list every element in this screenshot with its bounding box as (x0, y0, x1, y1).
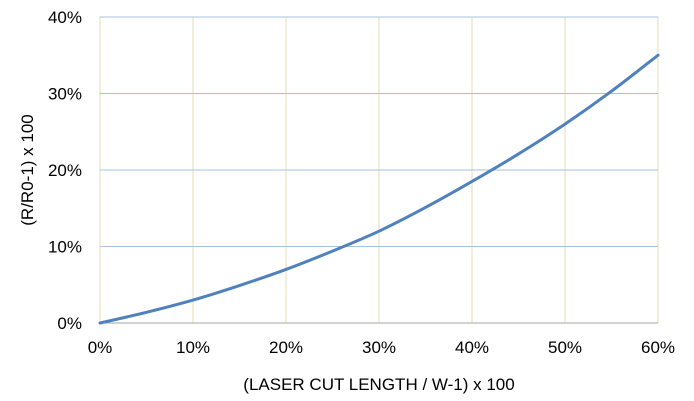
x-axis-title: (LASER CUT LENGTH / W-1) x 100 (243, 375, 514, 394)
y-axis-title: (R/R0-1) x 100 (18, 114, 37, 225)
y-tick-label: 0% (57, 314, 82, 333)
x-tick-label: 0% (88, 338, 113, 357)
x-tick-label: 10% (176, 338, 210, 357)
x-tick-label: 40% (455, 338, 489, 357)
x-tick-label: 50% (548, 338, 582, 357)
x-tick-label: 60% (641, 338, 675, 357)
series-line (98, 53, 660, 325)
x-tick-label: 20% (269, 338, 303, 357)
series-layer (98, 53, 660, 325)
y-tick-label: 30% (48, 85, 82, 104)
x-tick-label: 30% (362, 338, 396, 357)
y-tick-label: 10% (48, 238, 82, 257)
tick-labels: 0% 10% 20% 30% 40% 50% 60% 0% 10% 20% 30% 40% (48, 8, 675, 357)
y-tick-label: 40% (48, 8, 82, 27)
y-tick-label: 20% (48, 161, 82, 180)
gridlines (99, 16, 659, 323)
